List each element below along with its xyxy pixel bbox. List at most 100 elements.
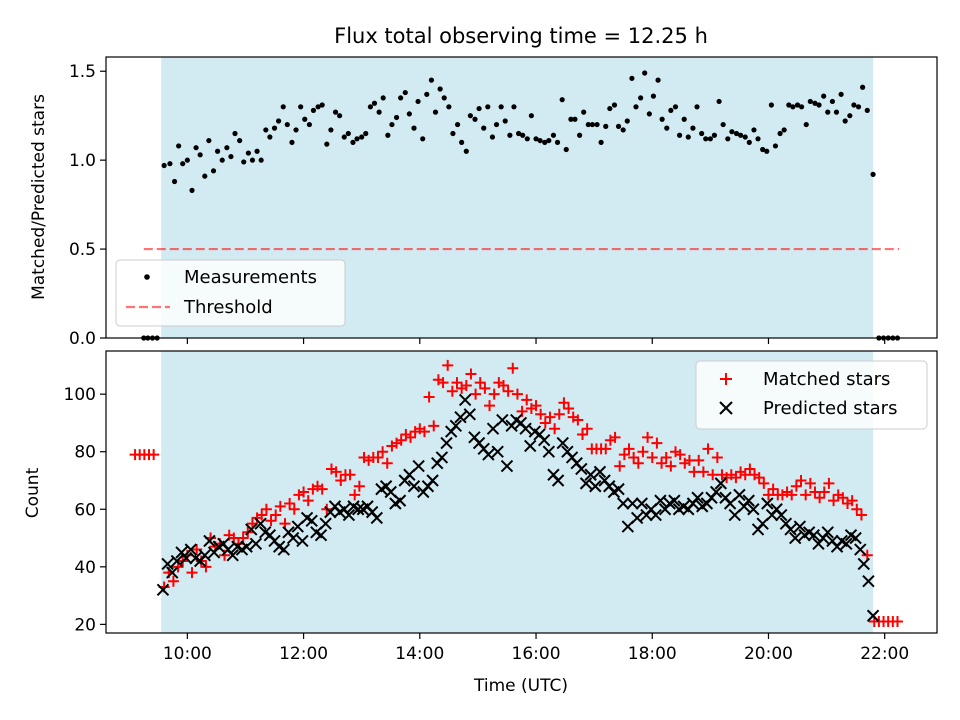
predicted-star-point — [454, 410, 467, 424]
measurement-point — [603, 123, 609, 129]
measurement-point — [807, 98, 813, 105]
predicted-star-point — [198, 549, 211, 562]
matched-star-point — [465, 368, 477, 380]
measurement-point — [437, 86, 443, 92]
legend-measurement-marker — [144, 274, 150, 280]
matched-star-point — [349, 489, 361, 501]
matched-star-point — [535, 408, 547, 420]
measurement-point — [694, 104, 700, 110]
matched-star-point — [511, 388, 523, 400]
predicted-star-point — [226, 549, 239, 562]
ratio-legend: Measurements Threshold — [115, 259, 346, 327]
measurement-point — [825, 109, 831, 115]
matched-star-point — [688, 466, 700, 478]
predicted-star-point — [296, 534, 309, 548]
predicted-star-point — [500, 459, 514, 473]
matched-star-point — [335, 474, 347, 486]
matched-star-point — [851, 503, 863, 515]
matched-star-point — [656, 457, 668, 469]
measurement-point — [332, 109, 339, 115]
measurement-point — [833, 109, 840, 115]
measurement-point — [851, 102, 857, 108]
measurement-point — [385, 132, 391, 138]
matched-star-point — [628, 451, 640, 463]
x-tick-label: 12:00 — [279, 644, 328, 664]
matched-star-point — [256, 509, 268, 521]
measurement-point — [415, 98, 421, 105]
predicted-star-point — [156, 583, 170, 597]
predicted-star-point — [691, 491, 704, 504]
measurement-point — [459, 139, 465, 145]
matched-star-point — [581, 423, 593, 435]
predicted-star-point — [709, 485, 723, 499]
predicted-star-point — [245, 523, 258, 536]
matched-star-point — [697, 466, 709, 478]
matched-star-point — [521, 394, 533, 406]
measurement-point — [798, 104, 805, 110]
measurement-point — [546, 137, 552, 144]
measurement-point — [463, 148, 469, 154]
measurement-point — [664, 125, 670, 131]
measurement-point — [611, 102, 618, 108]
predicted-star-point — [240, 540, 253, 553]
measurement-point — [245, 150, 251, 156]
measurement-point — [847, 113, 853, 119]
count-y-tick-label: 40 — [74, 558, 96, 578]
matched-star-point — [418, 426, 430, 438]
measurement-point — [363, 130, 369, 137]
measurement-point — [870, 171, 876, 177]
predicted-star-point — [584, 468, 597, 481]
measurement-point — [725, 136, 731, 142]
predicted-star-point — [463, 408, 476, 421]
measurement-point — [206, 137, 212, 144]
matched-star-point — [702, 443, 714, 455]
measurement-point — [589, 121, 595, 128]
measurement-point — [515, 130, 522, 137]
predicted-star-point — [537, 433, 551, 447]
measurement-point — [411, 125, 417, 131]
matched-star-point — [637, 446, 649, 458]
predicted-star-point — [616, 497, 630, 510]
measurement-point — [855, 104, 862, 110]
measurement-point — [324, 141, 330, 147]
measurement-point — [280, 104, 286, 110]
matched-star-point — [446, 385, 458, 397]
predicted-star-point — [254, 517, 267, 530]
predicted-star-point — [849, 531, 862, 545]
matched-star-point — [474, 377, 486, 389]
measurement-point — [528, 113, 534, 119]
count-y-axis-label: Count — [23, 467, 43, 518]
measurement-point — [629, 75, 635, 81]
measurement-point — [359, 134, 365, 140]
measurement-point — [533, 136, 539, 142]
matched-star-point — [861, 549, 873, 561]
matched-star-point — [460, 380, 472, 392]
measurement-point — [672, 104, 679, 110]
legend-matched-label: Matched stars — [763, 369, 890, 390]
predicted-star-point — [761, 497, 774, 510]
matched-star-point — [753, 472, 765, 484]
measurement-point — [293, 127, 299, 133]
measurement-point — [189, 187, 195, 193]
measurement-point — [860, 84, 866, 90]
legend-matched-marker — [720, 373, 732, 385]
measurement-point — [790, 104, 796, 110]
measurement-point — [398, 95, 404, 101]
matched-star-point — [148, 449, 160, 461]
matched-star-point — [302, 495, 314, 507]
measurement-point — [842, 118, 848, 124]
predicted-star-point — [277, 543, 291, 556]
matched-star-point — [891, 615, 903, 627]
measurement-point — [760, 146, 766, 153]
measurement-point — [581, 109, 587, 115]
measurement-point — [659, 116, 665, 122]
measurement-point — [707, 136, 713, 142]
measurement-point — [594, 121, 600, 128]
matched-star-point — [846, 495, 858, 507]
count-y-tick-label: 60 — [74, 500, 96, 520]
predicted-star-point — [407, 480, 421, 493]
measurement-point — [420, 136, 426, 142]
measurement-point — [337, 113, 343, 119]
measurement-point — [620, 127, 626, 133]
